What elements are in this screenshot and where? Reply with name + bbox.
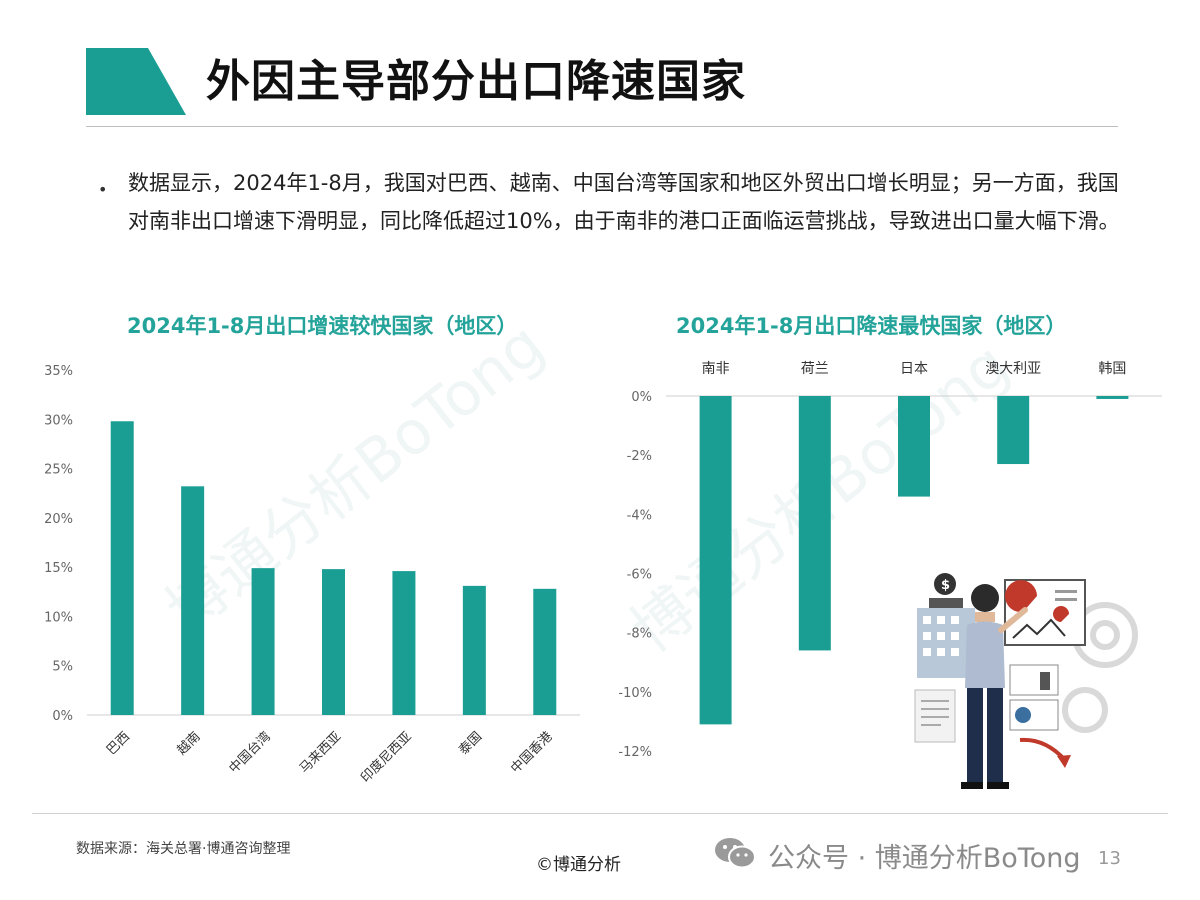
- y-tick-label: 5%: [52, 660, 73, 675]
- y-tick-label: 25%: [44, 463, 73, 478]
- bullet-text: 数据显示，2024年1-8月，我国对巴西、越南、中国台湾等国家和地区外贸出口增长…: [128, 171, 1120, 233]
- chart-title-growth: 2024年1-8月出口增速较快国家（地区）: [127, 314, 518, 338]
- bullet-icon: •: [98, 180, 108, 199]
- data-source-note: 数据来源：海关总署·博通咨询整理: [76, 841, 291, 857]
- bar: [110, 421, 134, 715]
- x-category-label: 印度尼西亚: [357, 729, 414, 786]
- bar: [462, 585, 486, 715]
- y-tick-label: 15%: [44, 561, 73, 576]
- y-tick-label: -2%: [627, 449, 652, 464]
- bar: [533, 588, 557, 715]
- bar: [251, 568, 275, 715]
- bar: [1096, 396, 1129, 399]
- copyright-text: ©博通分析: [536, 855, 621, 875]
- business-illustration: $: [914, 573, 1138, 789]
- bank-icon: $: [917, 573, 975, 678]
- y-tick-label: -4%: [627, 508, 652, 523]
- bar: [798, 396, 831, 651]
- title-divider: [86, 126, 1118, 127]
- x-category-label: 越南: [174, 729, 204, 759]
- wechat-icon: [715, 838, 756, 869]
- y-tick-label: 20%: [44, 512, 73, 527]
- svg-text:$: $: [941, 578, 950, 593]
- x-category-label: 南非: [702, 361, 730, 377]
- presenter-person: [961, 584, 1028, 789]
- y-tick-label: 35%: [44, 364, 73, 379]
- y-tick-label: 10%: [44, 610, 73, 625]
- x-category-label: 马来西亚: [297, 729, 344, 776]
- x-category-label: 日本: [900, 361, 928, 377]
- bar: [181, 486, 205, 715]
- y-tick-label: -8%: [627, 627, 652, 642]
- page-number: 13: [1098, 848, 1121, 869]
- y-tick-label: 0%: [631, 390, 652, 405]
- x-category-label: 巴西: [104, 729, 133, 758]
- dashboard-board-icon: [1004, 579, 1086, 646]
- chart-title-decline: 2024年1-8月出口降速最快国家（地区）: [676, 314, 1067, 338]
- bar: [392, 571, 416, 715]
- footer-divider: [32, 813, 1168, 814]
- x-category-label: 韩国: [1098, 361, 1126, 377]
- decline-arrow-icon: [1019, 737, 1071, 768]
- x-category-label: 荷兰: [801, 361, 829, 377]
- y-tick-label: 30%: [44, 413, 73, 428]
- growth-bar-chart: 0% 5% 10% 15% 20% 25% 30% 35% 巴西 越南 中国台湾 马来西亚 印度尼西亚 泰…: [44, 364, 580, 786]
- x-category-label: 中国台湾: [226, 729, 274, 777]
- wechat-account-label: 公众号 · 博通分析BoTong: [768, 843, 1081, 874]
- x-category-label: 澳大利亚: [985, 361, 1041, 377]
- bar: [322, 569, 345, 715]
- x-category-label: 泰国: [456, 729, 485, 758]
- decline-bar-chart: 0% -2% -4% -6% -8% -10% -12% 南非 荷兰 日本 澳大利亚 韩国: [618, 361, 1162, 760]
- page-title: 外因主导部分出口降速国家: [206, 56, 746, 107]
- y-tick-label: 0%: [52, 709, 73, 724]
- title-accent-shape: [86, 48, 186, 115]
- x-category-label: 中国香港: [508, 729, 555, 776]
- bar: [997, 396, 1030, 465]
- report-cards-icon: [1009, 664, 1059, 731]
- bar: [898, 396, 930, 497]
- y-tick-label: -6%: [627, 568, 652, 583]
- document-icon: [914, 689, 956, 743]
- y-tick-label: -10%: [618, 686, 652, 701]
- y-tick-label: -12%: [618, 745, 652, 760]
- bar: [699, 396, 732, 725]
